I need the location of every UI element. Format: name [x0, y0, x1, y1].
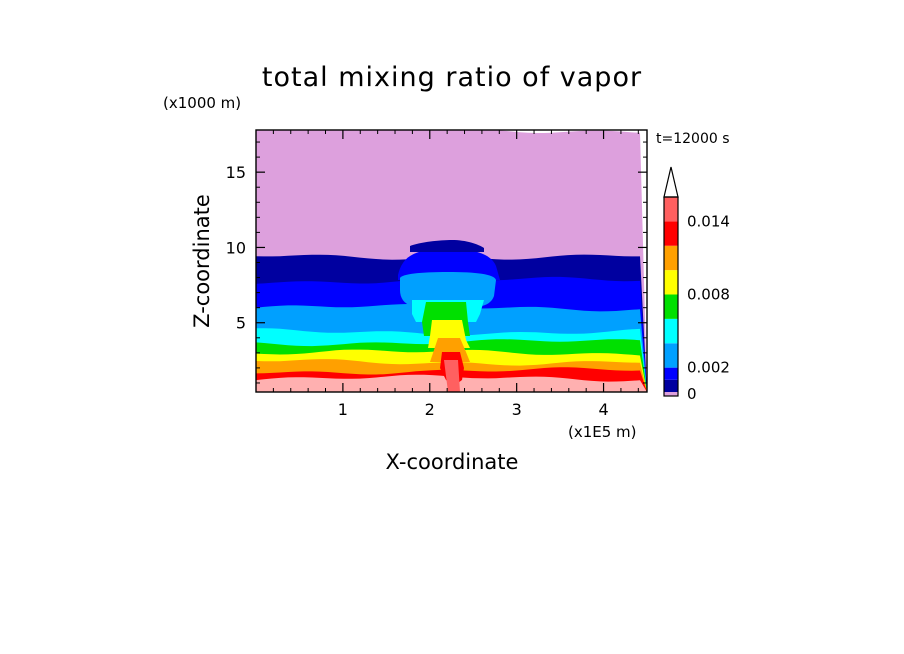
- colorbar-segment: [664, 245, 678, 271]
- axis-ticks: [256, 130, 647, 392]
- x-axis-label: X-coordinate: [386, 450, 519, 474]
- colorbar-label: 0.008: [687, 286, 730, 304]
- colorbar-segment: [664, 343, 678, 368]
- plume-top-bump: [410, 240, 484, 252]
- plume-red-streaks: [444, 360, 460, 392]
- colorbar: 0 0.002 0.008 0.014: [663, 166, 730, 403]
- axis-tick-labels: 1 2 3 4 5 10 15: [226, 163, 609, 419]
- colorbar-label: 0: [687, 385, 697, 403]
- convective-plume: [398, 240, 500, 392]
- colorbar-segment: [664, 270, 678, 295]
- colorbar-extend-arrow: [663, 166, 679, 198]
- y-tick-label: 5: [236, 314, 246, 333]
- contour-field: [256, 130, 647, 392]
- plume-cap: [400, 272, 496, 306]
- y-tick-label: 10: [226, 238, 246, 257]
- y-axis-label: Z-coordinate: [190, 194, 214, 328]
- colorbar-label: 0.014: [687, 212, 730, 230]
- colorbar-segment: [664, 294, 678, 319]
- colorbar-segment: [664, 392, 678, 396]
- x-tick-label: 2: [425, 400, 435, 419]
- colorbar-segment: [664, 318, 678, 344]
- y-unit-label: (x1000 m): [163, 94, 241, 112]
- colorbar-segment: [664, 221, 678, 246]
- colorbar-segment: [664, 367, 678, 380]
- x-tick-label: 4: [598, 400, 608, 419]
- x-unit-label: (x1E5 m): [568, 423, 637, 441]
- colorbar-frame: [663, 196, 679, 397]
- colorbar-segment: [664, 379, 678, 392]
- time-label: t=12000 s: [656, 131, 730, 147]
- plot-frame: [255, 129, 648, 393]
- y-tick-label: 15: [226, 163, 246, 182]
- x-tick-label: 1: [338, 400, 348, 419]
- colorbar-label: 0.002: [687, 359, 730, 377]
- chart-title: total mixing ratio of vapor: [262, 62, 642, 93]
- colorbar-segment: [664, 197, 678, 222]
- plume-outer: [398, 248, 500, 280]
- x-tick-label: 3: [512, 400, 522, 419]
